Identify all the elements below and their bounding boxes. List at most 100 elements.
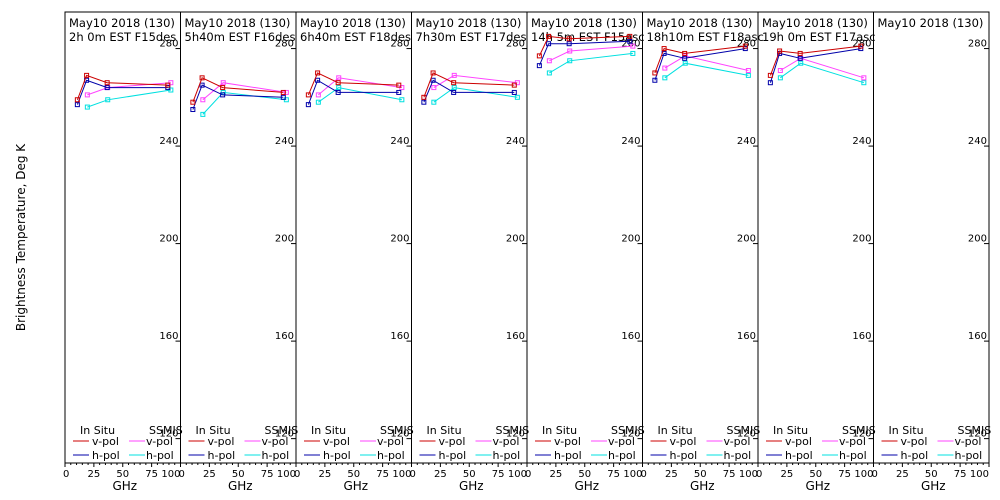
insitu-vpol-line bbox=[769, 45, 861, 76]
insitu-vpol-point bbox=[661, 46, 667, 52]
y-tick-label: 240 bbox=[852, 136, 871, 147]
ssmis-hpol-line bbox=[664, 62, 749, 79]
x-tick-label: 50 bbox=[116, 469, 129, 480]
y-tick-label: 120 bbox=[506, 429, 525, 440]
y-tick-label: 200 bbox=[968, 234, 987, 245]
insitu-vpol-point bbox=[767, 72, 773, 78]
x-tick-label: 100 bbox=[277, 469, 296, 480]
panel-subtitle-label: 6h40m EST F18des bbox=[300, 30, 411, 44]
legend-insitu-vpol-label: v-pol bbox=[323, 435, 350, 448]
insitu-hpol-point bbox=[190, 107, 196, 113]
legend-ssmis-title: SSMIS bbox=[727, 424, 761, 437]
y-tick-label: 240 bbox=[159, 136, 178, 147]
x-tick-label: 0 bbox=[641, 469, 647, 480]
y-tick-label: 200 bbox=[737, 234, 756, 245]
insitu-vpol-point bbox=[396, 82, 402, 88]
legend-ssmis-title: SSMIS bbox=[149, 424, 183, 437]
insitu-vpol-line bbox=[192, 77, 284, 103]
legend-insitu-hpol-label: h-pol bbox=[208, 449, 236, 462]
ssmis-hpol-point bbox=[514, 94, 520, 100]
legend-insitu-title: In Situ bbox=[889, 424, 924, 437]
x-tick-label: 100 bbox=[161, 469, 180, 480]
insitu-vpol-point bbox=[652, 70, 658, 76]
y-tick-label: 160 bbox=[275, 331, 294, 342]
x-tick-label: 25 bbox=[88, 469, 101, 480]
x-axis-title: GHz bbox=[921, 479, 946, 493]
y-tick-label: 240 bbox=[621, 136, 640, 147]
x-tick-label: 0 bbox=[756, 469, 762, 480]
x-axis-title: GHz bbox=[228, 479, 253, 493]
x-tick-label: 75 bbox=[607, 469, 620, 480]
insitu-hpol-point bbox=[652, 77, 658, 83]
ssmis-hpol-line bbox=[318, 87, 402, 103]
x-axis-title: GHz bbox=[343, 479, 368, 493]
ssmis-hpol-line bbox=[780, 62, 865, 84]
ssmis-vpol-point bbox=[546, 58, 552, 64]
y-tick-label: 160 bbox=[506, 331, 525, 342]
y-tick-label: 240 bbox=[506, 136, 525, 147]
insitu-hpol-point bbox=[199, 82, 205, 88]
panel-7: May10 2018 (130)19h 0m EST F17asc 120 160 2… bbox=[756, 11, 876, 493]
insitu-hpol-point bbox=[682, 55, 688, 61]
legend-insitu-vpol-label: v-pol bbox=[92, 435, 119, 448]
x-tick-label: 75 bbox=[145, 469, 158, 480]
x-tick-label: 100 bbox=[508, 469, 527, 480]
ssmis-vpol-point bbox=[336, 75, 342, 81]
insitu-vpol-point bbox=[682, 50, 688, 56]
x-tick-label: 25 bbox=[781, 469, 794, 480]
insitu-hpol-line bbox=[76, 79, 168, 105]
panel-5: May10 2018 (130)14h 5m EST F15asc 120 160 2… bbox=[525, 11, 645, 493]
insitu-vpol-point bbox=[430, 70, 436, 76]
insitu-hpol-point bbox=[451, 89, 457, 95]
ssmis-vpol-point bbox=[662, 65, 668, 71]
ssmis-hpol-point bbox=[630, 50, 636, 56]
ssmis-vpol-line bbox=[202, 82, 287, 101]
legend-ssmis-title: SSMIS bbox=[958, 424, 992, 437]
x-axis-title: GHz bbox=[574, 479, 599, 493]
x-axis-title: GHz bbox=[805, 479, 830, 493]
y-tick-label: 200 bbox=[390, 234, 409, 245]
insitu-vpol-line bbox=[423, 72, 515, 98]
x-axis-title: GHz bbox=[459, 479, 484, 493]
x-tick-label: 100 bbox=[854, 469, 873, 480]
panel-2: May10 2018 (130)5h40m EST F16des 120 160 20… bbox=[179, 11, 298, 493]
panel-subtitle-label: 5h40m EST F16des bbox=[185, 30, 296, 44]
legend-insitu-hpol-label: h-pol bbox=[554, 449, 582, 462]
legend-ssmis-vpol-label: v-pol bbox=[262, 435, 289, 448]
insitu-hpol-point bbox=[104, 85, 110, 91]
legend-insitu-vpol-label: v-pol bbox=[208, 435, 235, 448]
ssmis-hpol-point bbox=[431, 99, 437, 105]
insitu-hpol-point bbox=[767, 80, 773, 86]
ssmis-vpol-point bbox=[567, 48, 573, 54]
legend-ssmis-hpol-label: h-pol bbox=[262, 449, 290, 462]
panel-date-label: May10 2018 (130) bbox=[762, 16, 868, 30]
panel-date-label: May10 2018 (130) bbox=[531, 16, 637, 30]
y-tick-label: 200 bbox=[506, 234, 525, 245]
legend-ssmis-title: SSMIS bbox=[611, 424, 645, 437]
x-tick-label: 50 bbox=[463, 469, 476, 480]
legend-insitu-vpol-label: v-pol bbox=[901, 435, 928, 448]
insitu-hpol-point bbox=[335, 89, 341, 95]
insitu-hpol-line bbox=[192, 84, 284, 110]
insitu-vpol-point bbox=[627, 33, 633, 39]
x-tick-label: 100 bbox=[392, 469, 411, 480]
ssmis-vpol-point bbox=[777, 68, 783, 74]
insitu-hpol-point bbox=[566, 41, 572, 47]
ssmis-vpol-point bbox=[451, 72, 457, 78]
x-tick-label: 100 bbox=[970, 469, 989, 480]
x-tick-label: 50 bbox=[809, 469, 822, 480]
x-tick-label: 0 bbox=[872, 469, 878, 480]
legend-insitu-hpol-label: h-pol bbox=[901, 449, 929, 462]
insitu-hpol-point bbox=[536, 63, 542, 69]
ssmis-vpol-point bbox=[200, 97, 206, 103]
x-tick-label: 50 bbox=[925, 469, 938, 480]
legend-ssmis-title: SSMIS bbox=[380, 424, 414, 437]
legend-ssmis-hpol-label: h-pol bbox=[146, 449, 174, 462]
x-tick-label: 25 bbox=[319, 469, 332, 480]
ssmis-hpol-point bbox=[451, 85, 457, 91]
insitu-hpol-point bbox=[305, 102, 311, 108]
legend-insitu-title: In Situ bbox=[80, 424, 115, 437]
ssmis-vpol-line bbox=[780, 57, 865, 79]
y-tick-label: 240 bbox=[968, 136, 987, 147]
x-tick-label: 25 bbox=[434, 469, 447, 480]
